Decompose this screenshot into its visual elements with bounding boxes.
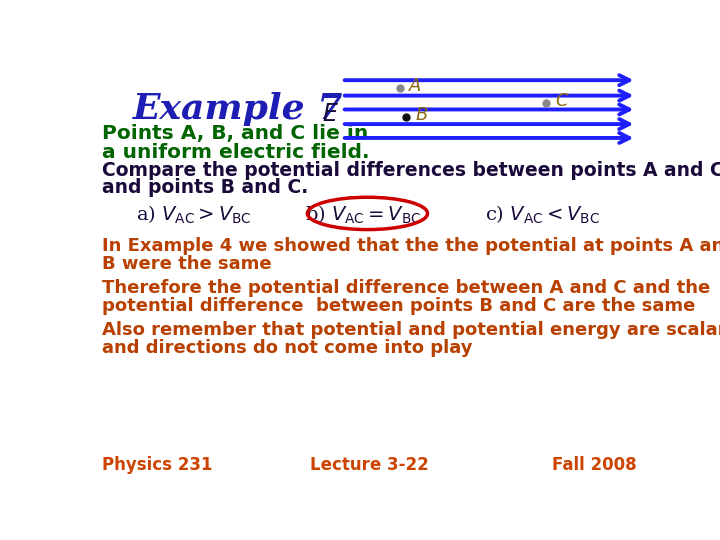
Text: Lecture 3-22: Lecture 3-22 bbox=[310, 456, 428, 474]
Text: $\mathit{E}$: $\mathit{E}$ bbox=[322, 103, 338, 126]
Text: Compare the potential differences between points A and C: Compare the potential differences betwee… bbox=[102, 161, 720, 180]
Text: a) $\mathit{V}_{\rm AC}>{\mathit{V}_{\rm BC}}$: a) $\mathit{V}_{\rm AC}>{\mathit{V}_{\rm… bbox=[137, 204, 252, 226]
Text: In Example 4 we showed that the the potential at points A and: In Example 4 we showed that the the pote… bbox=[102, 237, 720, 255]
Text: B were the same: B were the same bbox=[102, 255, 271, 273]
Text: a uniform electric field.: a uniform electric field. bbox=[102, 143, 369, 163]
Text: Also remember that potential and potential energy are scalars: Also remember that potential and potenti… bbox=[102, 321, 720, 339]
Text: C: C bbox=[555, 92, 567, 110]
Text: and points B and C.: and points B and C. bbox=[102, 178, 308, 197]
Text: and directions do not come into play: and directions do not come into play bbox=[102, 339, 472, 357]
Text: c) $\mathit{V}_{\rm AC}<\mathit{V}_{\rm BC}$: c) $\mathit{V}_{\rm AC}<\mathit{V}_{\rm … bbox=[485, 204, 600, 226]
Text: Points A, B, and C lie in: Points A, B, and C lie in bbox=[102, 124, 368, 143]
Text: Example 7: Example 7 bbox=[132, 92, 343, 126]
Text: b) $\mathit{V}_{\rm AC}=\mathit{V}_{\rm BC}$: b) $\mathit{V}_{\rm AC}=\mathit{V}_{\rm … bbox=[305, 204, 422, 226]
Text: Fall 2008: Fall 2008 bbox=[552, 456, 636, 474]
Text: A: A bbox=[409, 77, 422, 94]
Text: Therefore the potential difference between A and C and the: Therefore the potential difference betwe… bbox=[102, 279, 710, 297]
Text: B: B bbox=[415, 106, 428, 124]
Text: potential difference  between points B and C are the same: potential difference between points B an… bbox=[102, 296, 695, 315]
Text: Physics 231: Physics 231 bbox=[102, 456, 212, 474]
